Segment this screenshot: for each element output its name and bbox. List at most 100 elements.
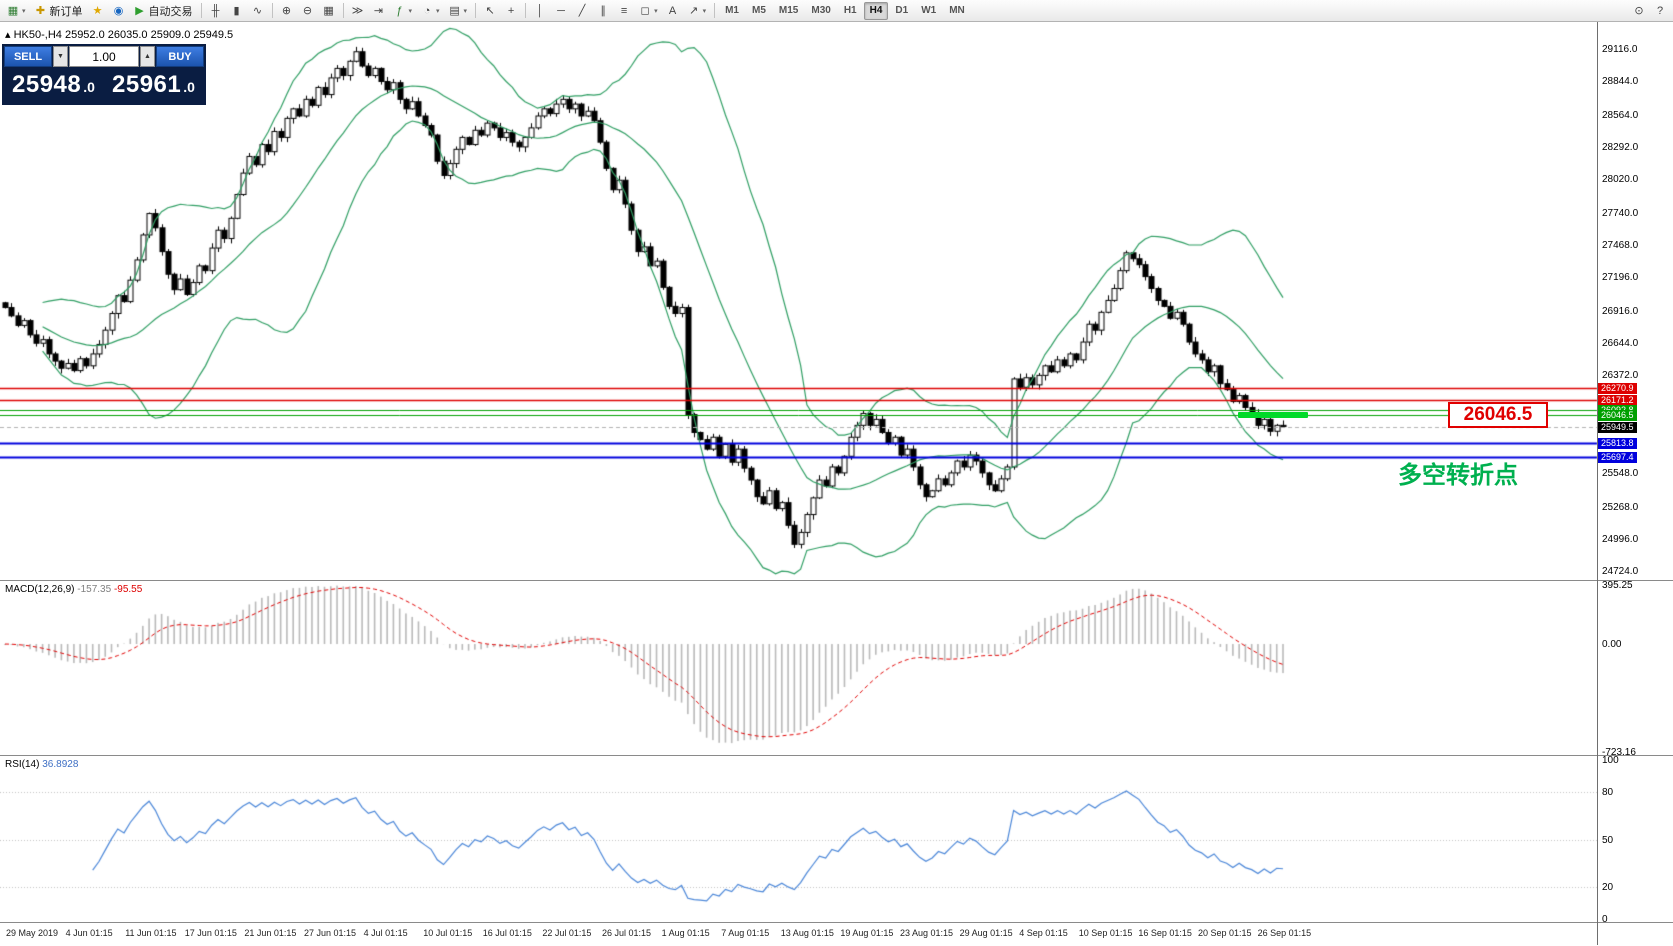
arrows-icon: ↗: [688, 4, 699, 17]
buy-button[interactable]: BUY: [156, 46, 204, 67]
text-button[interactable]: A: [663, 1, 683, 21]
zoom-out-icon: ⊖: [302, 4, 313, 17]
price-axis-label: 27468.0: [1602, 239, 1639, 251]
sell-price-frac: .0: [83, 79, 95, 95]
vertical-line-button[interactable]: │: [530, 1, 550, 21]
candles-chart-button[interactable]: ▮: [227, 1, 247, 21]
date-axis-label: 13 Aug 01:15: [780, 928, 834, 938]
chevron-down-icon: ▾: [654, 7, 658, 15]
date-axis-label: 20 Sep 01:15: [1198, 928, 1252, 938]
buy-price[interactable]: 25961 .0: [104, 71, 204, 99]
chart-shift-icon: ⇥: [373, 4, 384, 17]
date-axis-label: 16 Sep 01:15: [1138, 928, 1192, 938]
new-chart-button[interactable]: ▦ ▾: [3, 1, 30, 21]
algo-trading-icon: ▶: [135, 4, 144, 17]
date-axis-label: 17 Jun 01:15: [184, 928, 237, 938]
candles-chart-icon: ▮: [233, 4, 240, 17]
new-order-button[interactable]: ✚ 新订单: [31, 1, 87, 21]
timeframe-mn[interactable]: MN: [949, 5, 965, 16]
crosshair-icon: +: [507, 4, 515, 17]
timeframe-m1[interactable]: M1: [725, 5, 739, 16]
rsi-axis-label: 0: [1602, 914, 1608, 923]
sell-button[interactable]: SELL: [4, 46, 52, 67]
bars-chart-icon: ╫: [211, 4, 220, 17]
rsi-panel: RSI(14) 36.8928 100 80 50 20 0: [0, 755, 1673, 923]
templates-button[interactable]: ▤ ▾: [445, 1, 472, 21]
date-axis: 29 May 2019 4 Jun 01:15 11 Jun 01:15 17 Jun…: [0, 922, 1673, 946]
price-axis-label: 25548.0: [1602, 468, 1639, 480]
time-periods-button[interactable]: ◔ ▾: [417, 1, 444, 21]
rsi-axis-label: 20: [1602, 882, 1614, 894]
tile-windows-button[interactable]: ▦: [319, 1, 339, 21]
market-watch-button[interactable]: ◉: [109, 1, 129, 21]
current-price-label: 25949.5: [1598, 421, 1637, 433]
help-button[interactable]: ?: [1650, 1, 1670, 21]
algo-trading-label: 自动交易: [148, 5, 193, 18]
auto-scroll-icon: ≫: [351, 4, 364, 17]
date-axis-label: 10 Jul 01:15: [423, 928, 473, 938]
date-axis-label: 4 Sep 01:15: [1019, 928, 1068, 938]
timeframe-w1[interactable]: W1: [921, 5, 937, 16]
sell-price[interactable]: 25948 .0: [4, 71, 104, 99]
tile-windows-icon: ▦: [323, 4, 334, 17]
line-price-label: 26046.5: [1598, 410, 1637, 422]
search-button[interactable]: ⊙: [1629, 1, 1649, 21]
arrows-button[interactable]: ↗ ▾: [684, 1, 711, 21]
macd-name: MACD(12,26,9): [5, 584, 75, 595]
toolbar-separator: [342, 3, 344, 18]
toolbar-separator: [525, 3, 527, 18]
favorites-icon: ★: [92, 4, 103, 17]
equidistant-channel-icon: ∥: [600, 4, 606, 17]
volume-decrease-button[interactable]: ▼: [53, 46, 68, 67]
timeframe-d1[interactable]: D1: [895, 5, 909, 16]
timeframe-h1[interactable]: H1: [843, 5, 857, 16]
price-callout: 26046.5: [1448, 402, 1548, 429]
cursor-button[interactable]: ↖: [480, 1, 500, 21]
shapes-icon: ◻: [640, 4, 650, 17]
timeframe-m30[interactable]: M30: [811, 5, 831, 16]
favorites-button[interactable]: ★: [88, 1, 108, 21]
toolbar-separator: [714, 3, 716, 18]
volume-increase-button[interactable]: ▲: [140, 46, 155, 67]
bars-chart-button[interactable]: ╫: [206, 1, 226, 21]
fibonacci-icon: ≡: [620, 4, 628, 17]
rsi-value: 36.8928: [42, 759, 79, 770]
zoom-out-button[interactable]: ⊖: [298, 1, 318, 21]
chart-shift-button[interactable]: ⇥: [369, 1, 389, 21]
price-axis-label: 26916.0: [1602, 305, 1639, 317]
line-price-label: 25697.4: [1598, 451, 1637, 463]
rsi-name: RSI(14): [5, 759, 40, 770]
rsi-canvas[interactable]: [0, 756, 1673, 923]
rsi-label: RSI(14) 36.8928: [5, 759, 78, 770]
auto-scroll-button[interactable]: ≫: [348, 1, 368, 21]
crosshair-button[interactable]: +: [501, 1, 521, 21]
shapes-button[interactable]: ◻ ▾: [635, 1, 662, 21]
volume-input[interactable]: [69, 46, 139, 67]
order-prices-row: 25948 .0 25961 .0: [4, 67, 204, 103]
date-axis-label: 21 Jun 01:15: [244, 928, 297, 938]
price-axis-label: 26644.0: [1602, 337, 1639, 349]
equidistant-channel-button[interactable]: ∥: [593, 1, 613, 21]
buy-price-main: 25961: [112, 71, 182, 98]
horizontal-line-button[interactable]: ─: [551, 1, 571, 21]
main-chart: ▴ HK50-,H4 25952.0 26035.0 25909.0 25949…: [0, 22, 1673, 580]
macd-canvas[interactable]: [0, 581, 1673, 756]
date-axis-label: 26 Sep 01:15: [1257, 928, 1312, 938]
algo-trading-button[interactable]: ▶ 自动交易: [130, 1, 197, 21]
indicators-button[interactable]: ƒ ▾: [390, 1, 417, 21]
zoom-in-button[interactable]: ⊕: [277, 1, 297, 21]
trendline-button[interactable]: ╱: [572, 1, 592, 21]
support-highlight-bar: [1238, 412, 1308, 419]
timeframe-m15[interactable]: M15: [778, 5, 799, 16]
timeframe-m5[interactable]: M5: [752, 5, 766, 16]
line-chart-button[interactable]: ∿: [248, 1, 268, 21]
help-icon: ?: [1656, 4, 1664, 17]
date-axis-label: 29 Aug 01:15: [959, 928, 1013, 938]
fibonacci-button[interactable]: ≡: [614, 1, 634, 21]
chevron-down-icon: ▾: [463, 7, 468, 15]
search-icon: ⊙: [1634, 4, 1644, 17]
main-chart-canvas[interactable]: [0, 22, 1673, 580]
date-axis-label: 10 Sep 01:15: [1078, 928, 1133, 938]
timeframe-h4[interactable]: H4: [863, 1, 889, 20]
chevron-down-icon: ▾: [22, 7, 26, 15]
